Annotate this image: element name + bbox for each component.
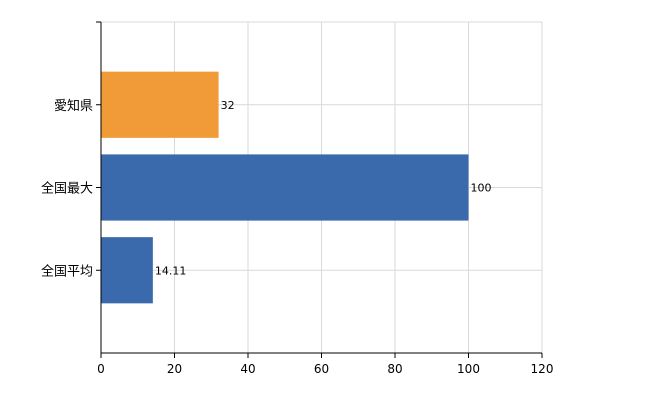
x-tick-label-4: 80 (387, 362, 402, 376)
data-label-0: 32 (221, 99, 235, 112)
bar-2 (101, 237, 153, 304)
bars (101, 71, 469, 304)
x-tick-label-1: 20 (167, 362, 182, 376)
x-tick-label-3: 60 (314, 362, 329, 376)
bar-0 (101, 71, 219, 138)
bar-1 (101, 154, 469, 221)
category-label-0: 愛知県 (54, 98, 93, 114)
x-tick-label-2: 40 (240, 362, 255, 376)
x-tick-label-6: 120 (531, 362, 554, 376)
x-tick-label-5: 100 (457, 362, 480, 376)
category-label-2: 全国平均 (41, 263, 93, 279)
x-tick-label-0: 0 (97, 362, 105, 376)
data-label-2: 14.11 (155, 264, 187, 277)
data-label-1: 100 (471, 182, 492, 195)
category-label-1: 全国最大 (41, 181, 93, 197)
axes (96, 21, 543, 358)
labels: 0 20 40 60 80 100 120 愛知県 32 全国最大 100 全国平均 14.11 (41, 98, 553, 376)
